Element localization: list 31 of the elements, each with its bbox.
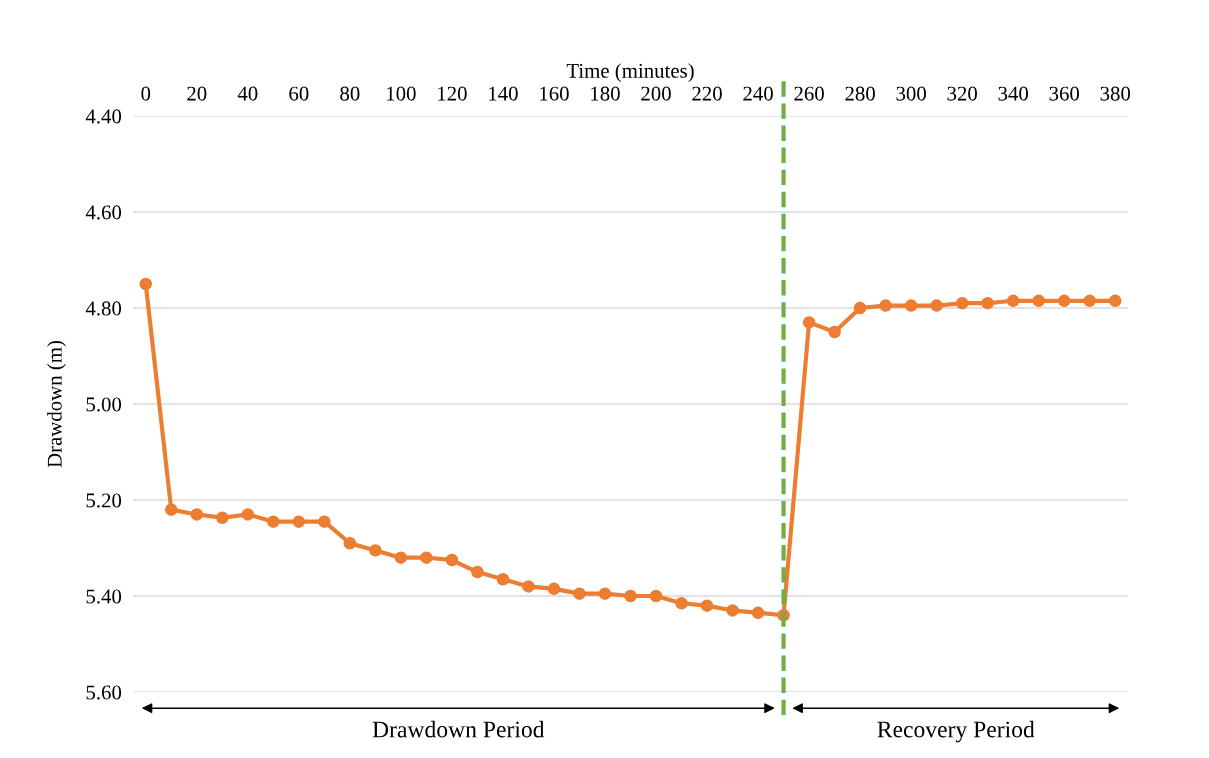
x-tick-label: 80 — [340, 86, 360, 101]
x-axis-title: Time (minutes) — [566, 63, 694, 83]
y-axis-title: Drawdown (m) — [47, 341, 66, 468]
x-tick-label: 260 — [794, 86, 824, 101]
x-tick-label: 100 — [387, 86, 416, 101]
x-tick-label: 320 — [947, 86, 977, 101]
x-tick-label: 0 — [141, 86, 151, 101]
y-tick-label: 5.00 — [86, 397, 122, 412]
y-tick-label: 5.60 — [86, 685, 122, 700]
y-tick-label: 5.40 — [86, 589, 122, 604]
y-tick-label: 4.60 — [85, 205, 122, 220]
x-tick-label: 360 — [1049, 86, 1080, 101]
x-tick-label: 60 — [289, 86, 309, 101]
x-tick-label: 200 — [641, 86, 671, 101]
x-tick-label: 300 — [896, 86, 926, 101]
x-tick-label: 340 — [998, 86, 1029, 101]
text: Drawdown Period — [372, 720, 545, 738]
x-tick-label: 20 — [187, 86, 207, 101]
x-tick-label: 160 — [540, 86, 569, 101]
x-tick-label: 280 — [845, 86, 875, 101]
x-tick-label: 240 — [743, 86, 773, 101]
x-tick-label: 180 — [591, 86, 620, 101]
x-tick-label: 140 — [489, 86, 518, 101]
text: Recovery Period — [877, 720, 1035, 743]
x-tick-label: 380 — [1100, 86, 1131, 101]
y-tick-label: 5.20 — [86, 493, 122, 508]
x-tick-label: 120 — [438, 86, 467, 101]
y-tick-label: 4.40 — [85, 109, 122, 124]
x-tick-label: 40 — [237, 86, 258, 101]
x-tick-label: 220 — [692, 86, 722, 101]
y-tick-label: 4.80 — [85, 301, 122, 316]
